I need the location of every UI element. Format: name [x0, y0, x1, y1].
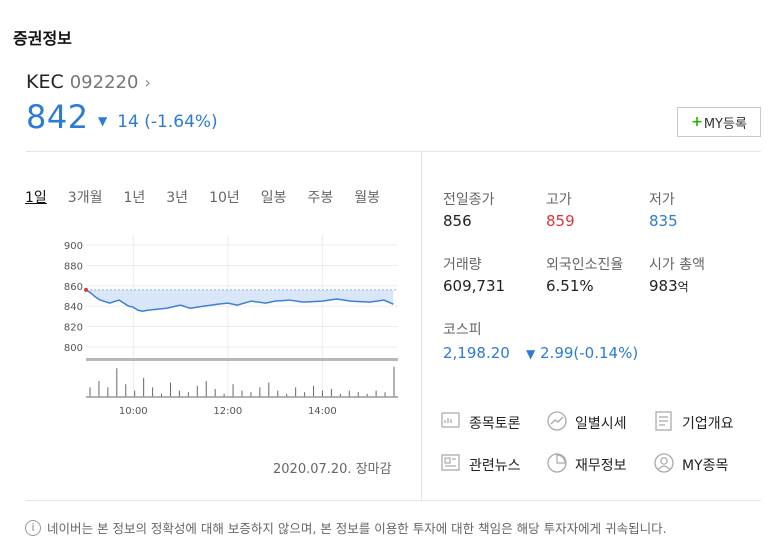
market-date: 2020.07.20. 장마감 [273, 462, 392, 477]
y-tick-label: 800 [64, 343, 83, 354]
divider-top [26, 151, 761, 152]
stock-change: ▼ 14 (-1.64%) [98, 112, 218, 132]
quick-link-label: 일별시세 [575, 416, 627, 432]
price-line [85, 289, 394, 313]
down-arrow-icon: ▼ [98, 114, 108, 128]
quick-link-label: 재무정보 [575, 458, 627, 474]
period-tab[interactable]: 1일 [25, 190, 47, 206]
kospi-label[interactable]: 코스피 [443, 322, 482, 338]
section-title: 증권정보 [13, 29, 72, 48]
disclaimer: i 네이버는 본 정보의 정확성에 대해 보증하지 않으며, 본 정보를 이용한 … [25, 518, 667, 537]
quick-link-label: 관련뉴스 [469, 458, 521, 474]
price-chart: 900 880 860 840 820 800 10:00 12:00 14:00 [64, 235, 398, 417]
quick-link[interactable]: 기업개요 [653, 410, 734, 436]
period-tab[interactable]: 일봉 [260, 190, 287, 206]
y-tick-label: 820 [64, 323, 83, 334]
my-register-label: MY등록 [703, 116, 747, 132]
info-value: 609,731 [443, 277, 506, 295]
quick-link[interactable]: 종목토론 [440, 410, 521, 436]
discussion-icon [440, 410, 469, 436]
quick-link[interactable]: MY종목 [653, 452, 728, 478]
news-icon [440, 452, 469, 478]
y-tick-label: 860 [64, 282, 83, 293]
change-percent: (-1.64%) [144, 112, 218, 132]
daily-chart-icon [546, 410, 575, 436]
company-overview-icon [653, 410, 682, 436]
info-icon: i [25, 519, 41, 536]
period-tab[interactable]: 3년 [166, 190, 189, 206]
plus-icon: + [691, 114, 703, 130]
y-tick-label: 840 [64, 302, 83, 313]
divider-vertical [421, 152, 422, 500]
y-tick-label: 900 [64, 241, 83, 252]
period-tab[interactable]: 3개월 [67, 190, 103, 206]
stock-name[interactable]: KEC [26, 71, 64, 93]
period-tab[interactable]: 10년 [209, 190, 240, 206]
change-amount: 14 [117, 112, 139, 132]
info-label: 거래량 [443, 257, 482, 273]
period-tab[interactable]: 주봉 [307, 190, 334, 206]
info-label: 전일종가 [443, 192, 495, 208]
info-value: 859 [546, 212, 575, 230]
chevron-right-icon[interactable]: › [144, 73, 151, 92]
my-register-button[interactable]: + MY등록 [677, 107, 761, 137]
period-tabs: 1일 3개월 1년 3년 10년 일봉 주봉 월봉 [25, 187, 401, 207]
kospi-change-percent: (-0.14%) [573, 344, 639, 362]
y-tick-label: 880 [64, 262, 83, 273]
quick-link[interactable]: 일별시세 [546, 410, 627, 436]
info-unit: 억 [677, 280, 689, 294]
user-icon [653, 452, 682, 478]
period-tab[interactable]: 1년 [123, 190, 146, 206]
info-label: 시가 총액 [649, 257, 705, 273]
info-label: 저가 [649, 192, 675, 208]
finance-icon [546, 452, 575, 478]
x-tick-label: 12:00 [213, 406, 242, 417]
disclaimer-text: 네이버는 본 정보의 정확성에 대해 보증하지 않으며, 본 정보를 이용한 투… [47, 521, 667, 536]
quick-link[interactable]: 관련뉴스 [440, 452, 521, 478]
x-tick-label: 14:00 [308, 406, 337, 417]
info-value: 6.51% [546, 277, 594, 295]
stock-code[interactable]: 092220 [69, 72, 139, 93]
period-tab[interactable]: 월봉 [354, 190, 381, 206]
stock-header[interactable]: KEC 092220 › [26, 71, 151, 93]
x-tick-label: 10:00 [119, 406, 148, 417]
quick-link-label: 기업개요 [682, 416, 734, 432]
divider-bottom [26, 500, 761, 501]
quick-link-label: MY종목 [682, 458, 729, 474]
kospi-change-amount: 2.99 [540, 344, 574, 362]
kospi-value[interactable]: 2,198.20 [443, 344, 510, 362]
info-value: 983억 [649, 277, 689, 295]
quick-link[interactable]: 재무정보 [546, 452, 627, 478]
info-label: 고가 [546, 192, 572, 208]
price-area [86, 289, 394, 312]
down-arrow-icon: ▼ [526, 347, 536, 361]
info-label: 외국인소진율 [546, 257, 624, 273]
open-point [84, 287, 88, 292]
quick-link-label: 종목토론 [469, 416, 521, 432]
kospi-change: ▼ 2.99(-0.14%) [526, 344, 638, 362]
info-value: 835 [649, 212, 678, 230]
chart-separator [86, 358, 398, 361]
info-value: 856 [443, 212, 472, 230]
stock-price: 842 [26, 98, 89, 136]
